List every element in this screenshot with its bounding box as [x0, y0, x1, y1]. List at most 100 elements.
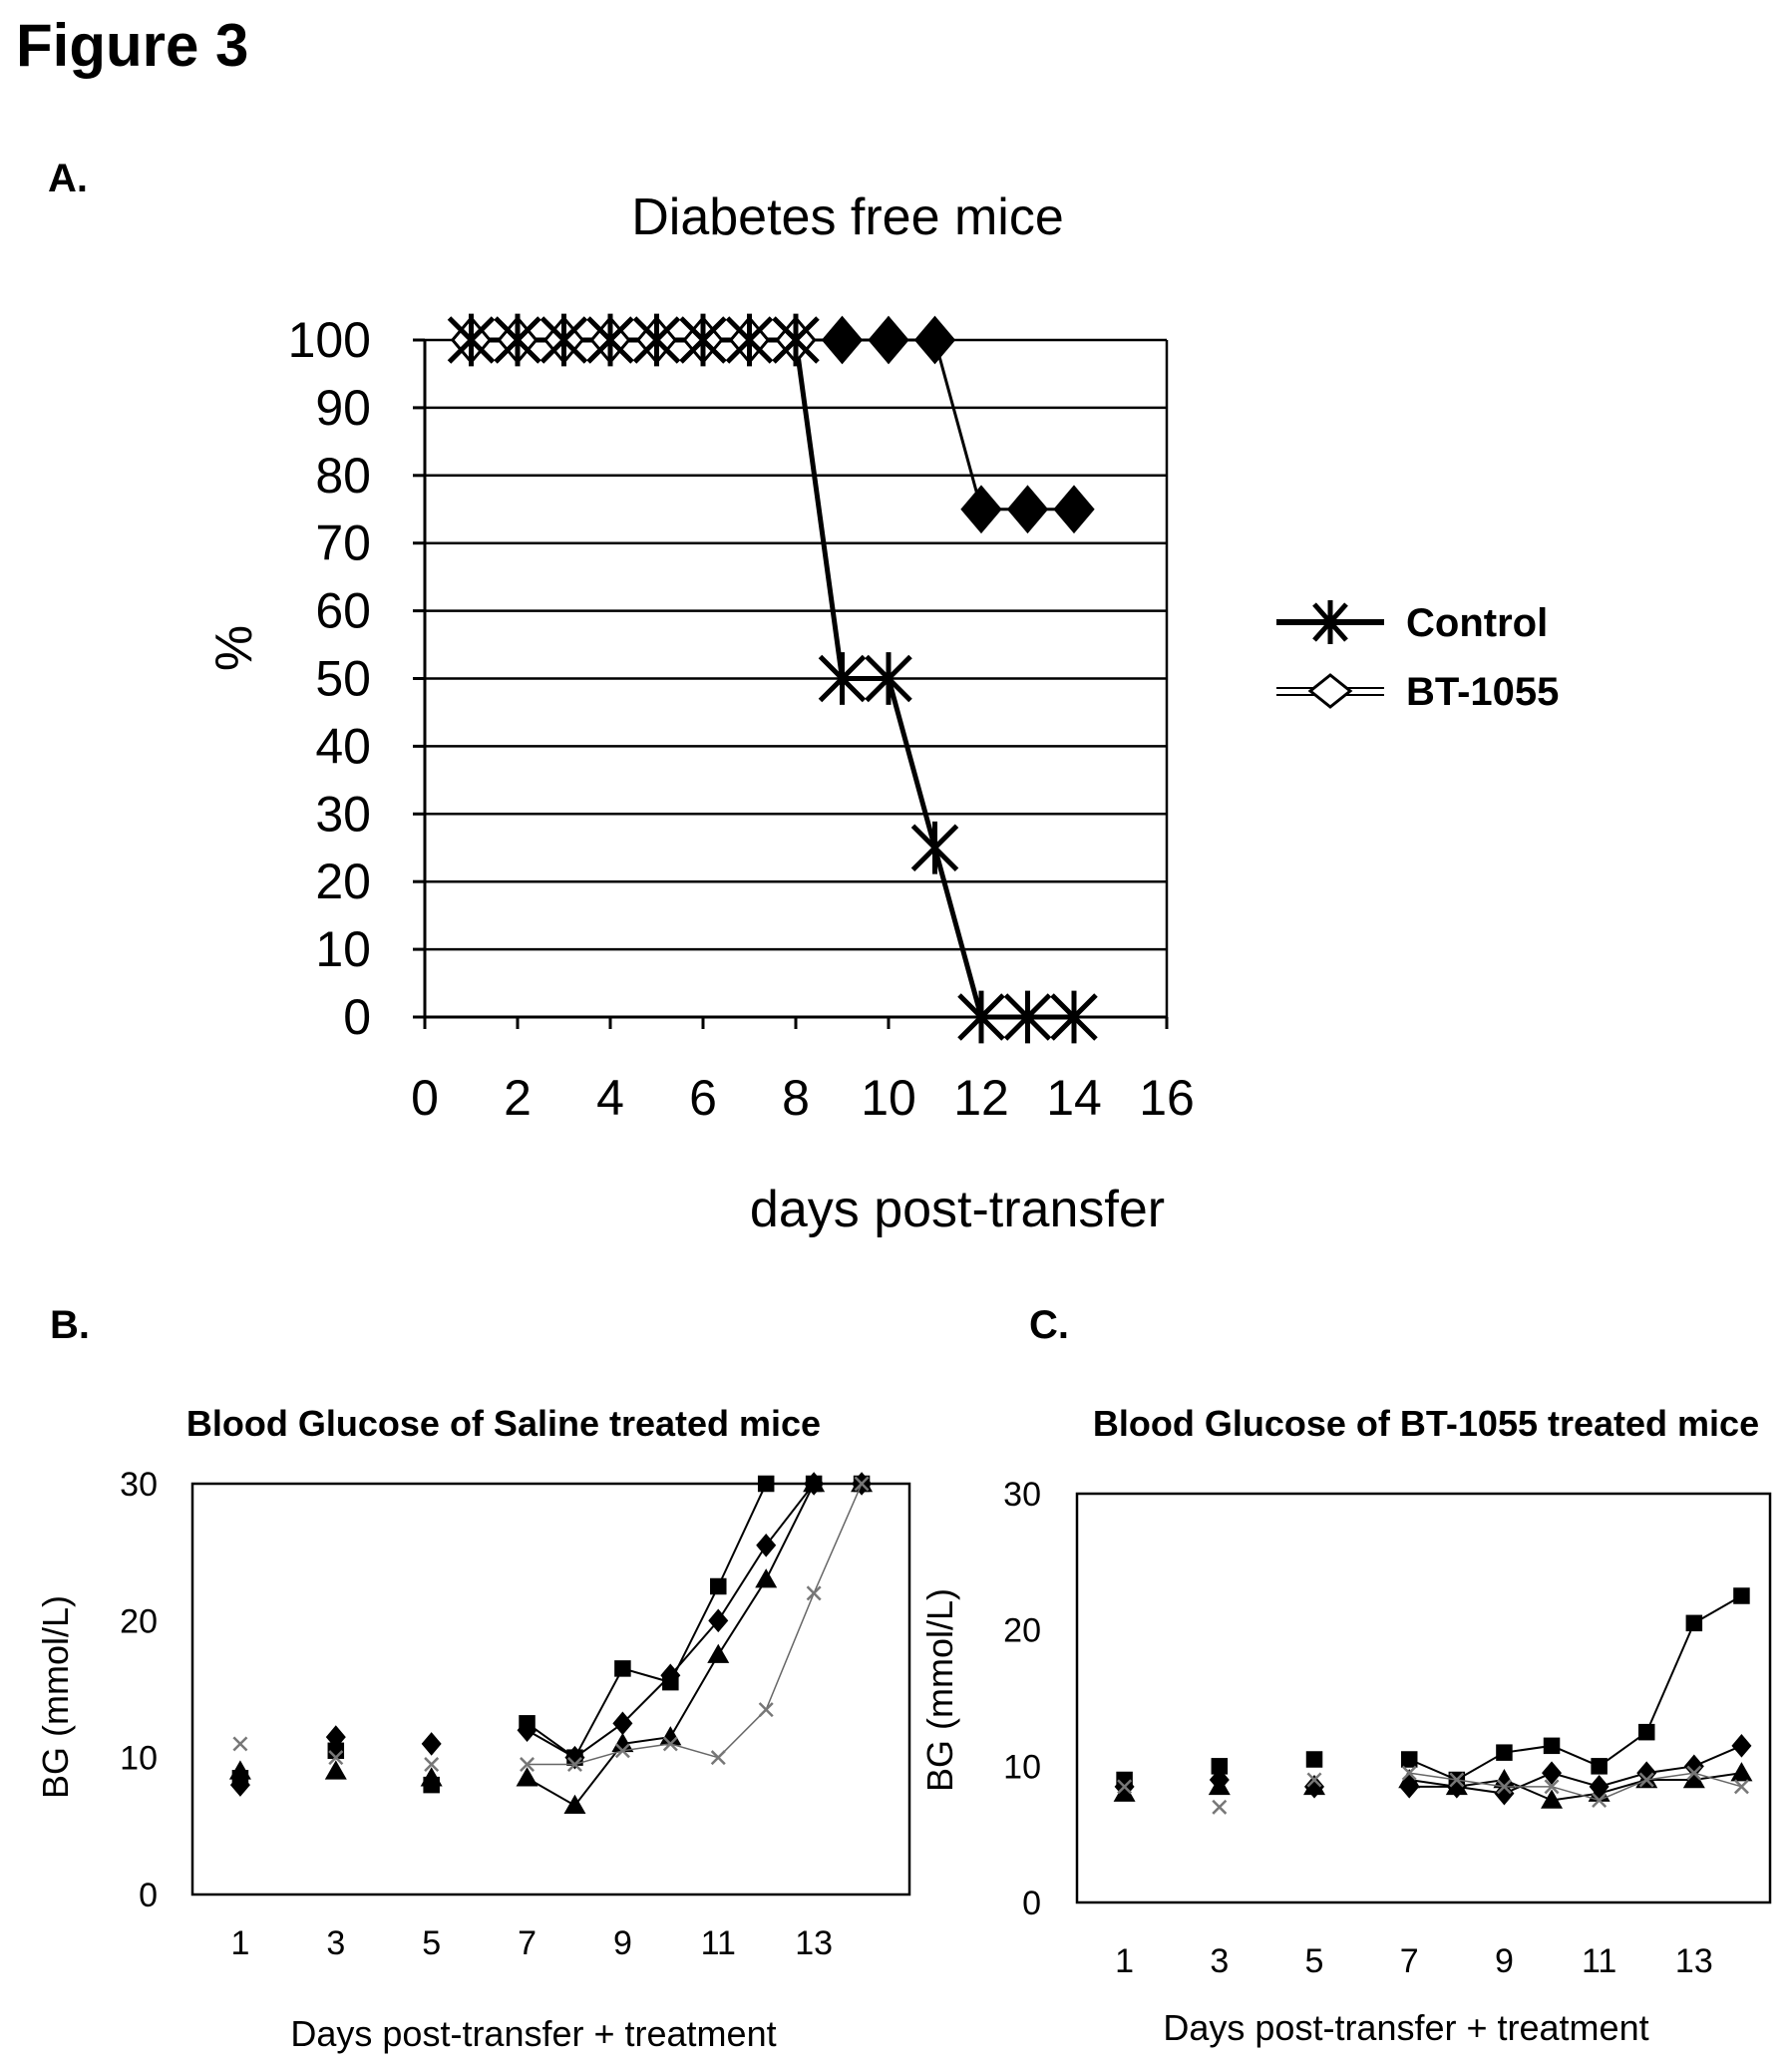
- x-tick-label-a-16: 16: [1139, 1070, 1195, 1126]
- panel-a: A. Diabetes free mice 010203040506070809…: [48, 157, 1559, 1238]
- point-c-square-day-12: [1637, 1723, 1655, 1741]
- panel-b-label: B.: [50, 1303, 90, 1347]
- y-tick-label-a-10: 10: [315, 921, 371, 977]
- x-tick-label-b-11: 11: [701, 1924, 736, 1962]
- point-b-square-day-7: [519, 1715, 536, 1732]
- point-a-bt1055-day-11: [913, 315, 956, 365]
- point-c-diamond-day-14: [1731, 1734, 1752, 1758]
- point-c-square-day-13: [1685, 1614, 1703, 1632]
- x-tick-label-c-3: 3: [1210, 1942, 1229, 1980]
- series-c-x: [1117, 1765, 1749, 1815]
- y-tick-label-a-100: 100: [288, 312, 371, 368]
- chart-c-x-label: Days post-transfer + treatment: [1163, 2007, 1648, 2048]
- chart-a-y-label: %: [205, 625, 263, 671]
- y-tick-label-c-20: 20: [1003, 1612, 1041, 1650]
- x-tick-label-b-3: 3: [326, 1924, 345, 1962]
- chart-c-title: Blood Glucose of BT-1055 treated mice: [1093, 1403, 1759, 1444]
- plot-c-border: [1075, 1492, 1772, 1904]
- y-tick-label-a-80: 80: [315, 448, 371, 504]
- point-c-square-day-9: [1496, 1744, 1513, 1761]
- point-c-triangle-day-8: [1445, 1775, 1468, 1796]
- point-b-triangle-day-10: [659, 1726, 682, 1746]
- y-tick-label-b-20: 20: [120, 1602, 158, 1640]
- series-c-square: [1116, 1587, 1750, 1789]
- x-tick-label-a-12: 12: [953, 1070, 1009, 1126]
- chart-b-x-label: Days post-transfer + treatment: [290, 2013, 776, 2054]
- point-c-square-day-14: [1733, 1587, 1750, 1604]
- x-tick-label-c-13: 13: [1675, 1942, 1713, 1980]
- point-b-triangle-day-11: [707, 1643, 730, 1663]
- point-c-x-day-14: [1733, 1779, 1749, 1795]
- x-tick-label-b-5: 5: [422, 1924, 441, 1962]
- chart-b-series: [228, 1472, 874, 1814]
- series-line-b-triangle: [527, 1483, 863, 1808]
- point-c-square-day-5: [1305, 1751, 1323, 1768]
- point-c-triangle-day-9: [1493, 1769, 1516, 1789]
- chart-a-y-ticks: 0 10 20 30 40 50 60 70 80 90 100: [288, 312, 425, 1045]
- x-tick-label-a-14: 14: [1046, 1070, 1102, 1126]
- point-a-control-day-14: [1050, 990, 1098, 1044]
- y-tick-label-a-60: 60: [315, 583, 371, 639]
- y-tick-label-a-90: 90: [315, 380, 371, 436]
- point-b-diamond-day-11: [708, 1608, 729, 1633]
- panel-b: B. Blood Glucose of Saline treated mice …: [35, 1303, 911, 2054]
- point-b-x-day-8: [566, 1757, 582, 1773]
- point-a-control-day-9: [818, 652, 867, 705]
- x-tick-label-a-8: 8: [782, 1070, 810, 1126]
- y-tick-label-b-0: 0: [139, 1877, 158, 1914]
- point-c-square-day-11: [1591, 1758, 1608, 1775]
- x-tick-label-a-0: 0: [411, 1070, 439, 1126]
- x-tick-label-a-2: 2: [504, 1070, 532, 1126]
- legend-bt1055-label: BT-1055: [1406, 670, 1559, 714]
- point-a-bt1055-day-12: [960, 485, 1002, 534]
- point-b-x-day-10: [662, 1736, 678, 1752]
- point-b-triangle-day-13: [803, 1473, 826, 1493]
- point-a-bt1055-day-9: [821, 315, 864, 365]
- point-a-control-day-2: [494, 313, 541, 367]
- plot-b-border: [190, 1482, 911, 1896]
- point-a-bt1055-day-13: [1006, 485, 1049, 534]
- series-b-x: [232, 1476, 870, 1773]
- point-b-triangle-day-3: [324, 1760, 347, 1780]
- chart-c-series: [1113, 1587, 1753, 1815]
- y-tick-label-a-0: 0: [343, 989, 371, 1045]
- point-c-triangle-day-1: [1113, 1782, 1136, 1802]
- point-a-control-day-6: [679, 313, 727, 367]
- series-line-c-x: [1409, 1772, 1742, 1802]
- series-line-b-square: [526, 1483, 863, 1760]
- point-c-triangle-day-5: [1303, 1775, 1326, 1796]
- point-a-control-day-7: [725, 313, 774, 367]
- point-c-x-day-10: [1544, 1779, 1560, 1795]
- series-b-diamond: [229, 1472, 873, 1797]
- point-b-diamond-day-12: [756, 1534, 777, 1557]
- point-b-triangle-day-8: [563, 1794, 586, 1814]
- panel-c-label: C.: [1029, 1303, 1069, 1347]
- point-c-x-day-12: [1638, 1772, 1654, 1788]
- chart-b-plot-frame: [190, 1482, 911, 1896]
- chart-c-y-ticks: 0 10 20 30: [1003, 1476, 1041, 1922]
- y-tick-label-a-70: 70: [315, 516, 371, 571]
- x-tick-label-a-6: 6: [689, 1070, 717, 1126]
- y-tick-label-a-50: 50: [315, 651, 371, 707]
- point-b-square-day-12: [757, 1475, 775, 1493]
- figure-title: Figure 3: [16, 12, 248, 79]
- chart-a-x-label: days post-transfer: [750, 1181, 1165, 1238]
- x-tick-label-c-1: 1: [1115, 1942, 1134, 1980]
- chart-a-x-ticks: 0 2 4 6 8 10 12 14 16: [411, 1017, 1195, 1126]
- point-b-square-day-9: [614, 1660, 631, 1677]
- point-a-control-day-5: [632, 313, 681, 367]
- x-tick-label-c-5: 5: [1305, 1942, 1324, 1980]
- point-c-x-day-9: [1496, 1779, 1512, 1795]
- point-b-x-day-5: [424, 1757, 440, 1773]
- point-a-bt1055-day-14: [1053, 485, 1095, 534]
- point-b-x-day-14: [854, 1476, 870, 1492]
- legend-bt1055-diamond-marker: [1307, 673, 1353, 709]
- point-a-control-day-11: [910, 821, 959, 874]
- point-b-square-day-11: [710, 1577, 727, 1595]
- point-b-x-day-7: [520, 1757, 536, 1773]
- panel-c: C. Blood Glucose of BT-1055 treated mice…: [919, 1303, 1772, 2048]
- series-c-triangle: [1113, 1762, 1753, 1809]
- point-c-square-day-10: [1543, 1737, 1561, 1755]
- x-tick-label-c-7: 7: [1400, 1942, 1419, 1980]
- y-tick-label-c-10: 10: [1003, 1748, 1041, 1786]
